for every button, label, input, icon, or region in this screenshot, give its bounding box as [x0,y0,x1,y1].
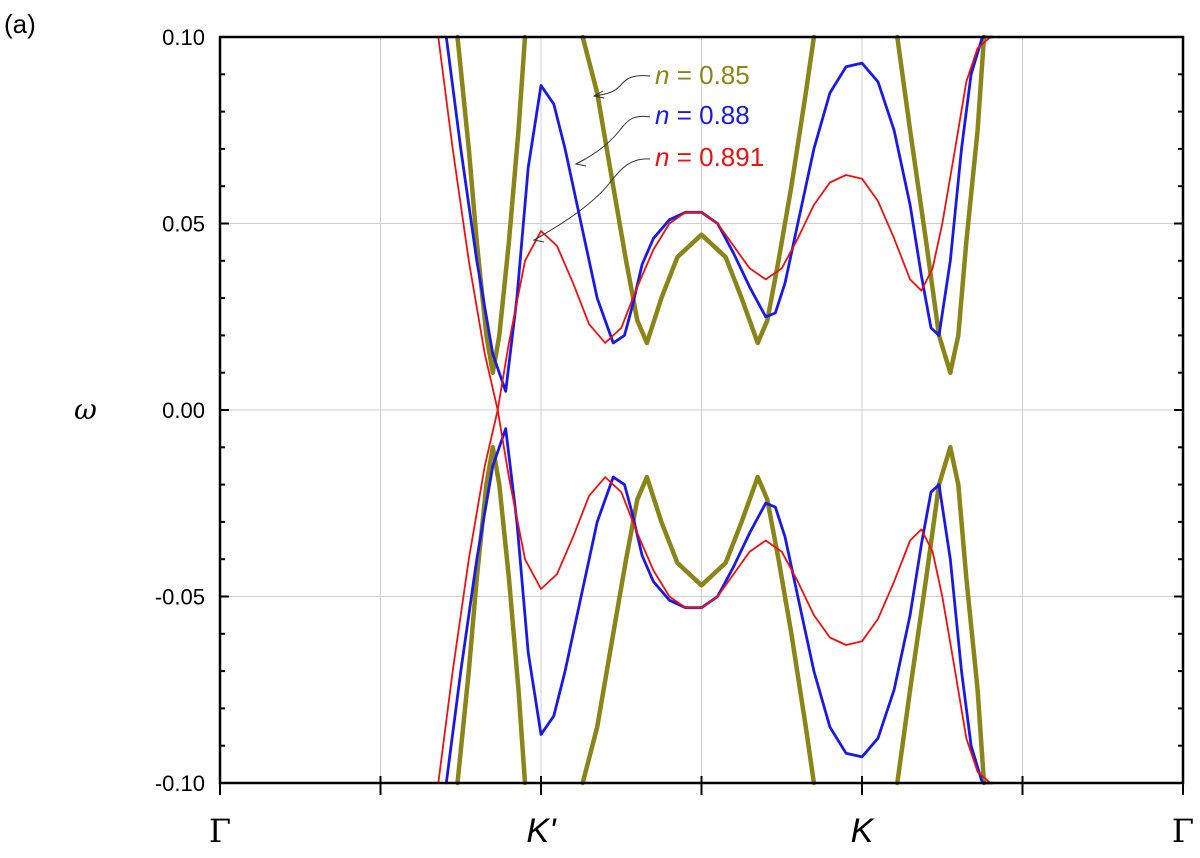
y-tick-label: 0.10 [162,25,205,50]
series-1-branch [580,34,650,346]
series-1-branch [490,34,528,375]
series-1-branch [895,34,953,375]
series-1-branch [755,474,817,786]
series-1-branch [455,445,496,786]
x-tick-label: Γ [209,812,231,850]
legend-arrowhead [592,90,605,99]
legend-value: 0.85 [699,60,750,90]
series-1-branch [644,474,760,588]
series-1-branch [948,34,987,375]
series-3-branch [437,409,1001,784]
legend-entry: n = 0.88 [655,100,750,130]
legend-entry: n = 0.891 [655,142,764,172]
series-3-branch [437,36,1001,411]
legend-entry: n = 0.85 [655,60,750,90]
x-tick-label: Γ [1172,812,1194,850]
x-tick-label: K [851,812,875,850]
x-tick-label: K' [526,812,557,850]
series-1-branch [755,34,817,346]
panel-label: (a) [4,9,36,39]
series-2-branch [444,35,994,393]
y-tick-label: -0.05 [155,585,205,610]
y-tick-label: 0.00 [162,398,205,423]
series-2-branch [444,427,994,785]
legend: n = 0.85n = 0.88n = 0.891 [532,60,764,243]
x-axis: Γ K' K Γ [209,776,1194,850]
legend-n-symbol: n [655,100,669,130]
legend-n-symbol: n [655,142,669,172]
legend-equals: = [669,142,699,172]
y-axis: 0.10 0.05 0.00 -0.05 -0.10 [155,25,1183,796]
legend-equals: = [669,60,699,90]
legend-arrowhead [574,158,587,167]
y-tick-label: 0.05 [162,212,205,237]
grid [220,37,1183,783]
legend-arrow [533,158,651,241]
legend-arrow [575,115,651,165]
y-tick-label: -0.10 [155,771,205,796]
series-1-branch [895,445,953,786]
legend-n-symbol: n [655,60,669,90]
series-1-branch [580,474,650,786]
series-layer [437,34,1001,786]
legend-value: 0.891 [699,142,764,172]
series-1-branch [490,445,528,786]
legend-value: 0.88 [699,100,750,130]
legend-arrow [593,75,651,97]
legend-equals: = [669,100,699,130]
series-1-branch [948,445,987,786]
legend-arrowhead [532,234,545,243]
series-1-branch [644,232,760,346]
series-1-branch [455,34,496,375]
y-axis-label: ω [74,393,97,426]
